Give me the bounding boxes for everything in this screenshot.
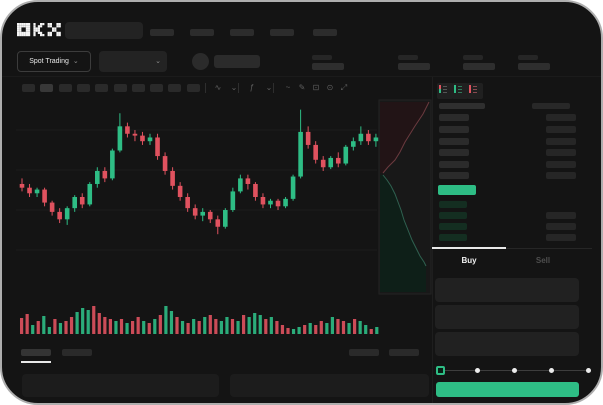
chevron-down-icon[interactable]: ⌄ <box>230 83 238 92</box>
slider-step-dot[interactable] <box>586 368 591 373</box>
timeframe-button[interactable] <box>95 84 109 92</box>
camera-icon[interactable]: ⊡ <box>312 83 320 92</box>
buy-submit-button[interactable] <box>436 382 579 397</box>
book-asks-icon[interactable] <box>467 83 483 99</box>
book-header-amount-placeholder <box>532 103 570 109</box>
slider-step-dot[interactable] <box>549 368 554 373</box>
stat-label-placeholder <box>518 55 538 60</box>
nav-item-placeholder[interactable] <box>270 29 294 36</box>
pencil-icon[interactable]: ✎ <box>298 83 306 92</box>
ask-price-placeholder[interactable] <box>439 138 469 145</box>
bid-amount-placeholder[interactable] <box>546 234 576 241</box>
bottom-tab-placeholder[interactable] <box>21 349 51 356</box>
fullscreen-icon[interactable]: ⤢ <box>340 83 348 92</box>
slider-step-dot[interactable] <box>512 368 517 373</box>
ask-price-placeholder[interactable] <box>439 126 469 133</box>
trade-tabs-divider <box>432 248 592 249</box>
stat-value-placeholder <box>398 63 430 70</box>
timeframe-button[interactable] <box>58 84 72 92</box>
stat-value-placeholder <box>518 63 550 70</box>
timeframe-button[interactable] <box>186 84 200 92</box>
pair-icon <box>192 53 209 70</box>
ask-price-placeholder[interactable] <box>439 172 469 179</box>
slider-step-dot[interactable] <box>475 368 480 373</box>
bottom-tab-placeholder[interactable] <box>62 349 92 356</box>
timeframe-button[interactable] <box>76 84 90 92</box>
stat-label-placeholder <box>398 55 418 60</box>
nav-item-placeholder[interactable] <box>190 29 214 36</box>
stat-label-placeholder <box>312 55 332 60</box>
ask-amount-placeholder[interactable] <box>546 126 576 133</box>
ask-amount-placeholder[interactable] <box>546 161 576 168</box>
slider-handle[interactable] <box>436 366 445 375</box>
settings-icon[interactable]: ⊙ <box>326 83 334 92</box>
ask-amount-placeholder[interactable] <box>546 114 576 121</box>
candlestick-chart[interactable] <box>16 98 434 338</box>
timeframe-button[interactable] <box>131 84 145 92</box>
chevron-down-icon[interactable]: ⌄ <box>265 83 273 92</box>
toolbar-divider <box>205 83 206 93</box>
indicator-icon[interactable]: ƒ <box>249 83 255 92</box>
order-input-field[interactable] <box>435 278 579 302</box>
order-input-field[interactable] <box>435 305 579 329</box>
nav-item-placeholder[interactable] <box>150 29 174 36</box>
timeframe-button[interactable] <box>168 84 182 92</box>
pair-dropdown[interactable]: ⌄ <box>99 51 167 72</box>
bottom-active-tab-underline <box>21 361 51 363</box>
subheader-divider <box>2 76 601 77</box>
book-all-icon[interactable] <box>437 83 453 99</box>
stat-value-placeholder <box>463 63 495 70</box>
overlay-wave-icon[interactable]: ~ <box>285 83 291 92</box>
chevron-down-icon: ⌄ <box>155 58 161 65</box>
timeframe-button[interactable] <box>113 84 127 92</box>
stat-value-placeholder <box>312 63 344 70</box>
book-bids-icon[interactable] <box>452 83 468 99</box>
ask-amount-placeholder[interactable] <box>546 138 576 145</box>
market-type-label: Spot Trading <box>29 58 69 65</box>
book-header-price-placeholder <box>439 103 485 109</box>
bid-price-placeholder[interactable] <box>439 223 467 230</box>
timeframe-button[interactable] <box>40 84 54 92</box>
order-input-field[interactable] <box>435 332 579 356</box>
active-tab-indicator <box>432 247 506 249</box>
bottom-action-placeholder[interactable] <box>349 349 379 356</box>
search-input[interactable] <box>65 22 143 39</box>
bottom-action-placeholder[interactable] <box>389 349 419 356</box>
ask-amount-placeholder[interactable] <box>546 172 576 179</box>
pair-name-placeholder <box>214 55 260 68</box>
buy-tab[interactable]: Buy <box>461 256 477 265</box>
nav-item-placeholder[interactable] <box>313 29 337 36</box>
stat-label-placeholder <box>463 55 483 60</box>
bid-price-placeholder[interactable] <box>439 212 467 219</box>
ask-price-placeholder[interactable] <box>439 114 469 121</box>
panel-divider <box>432 77 433 403</box>
timeframe-button[interactable] <box>22 84 35 92</box>
last-price-indicator[interactable] <box>438 185 476 195</box>
bid-amount-placeholder[interactable] <box>546 212 576 219</box>
ask-price-placeholder[interactable] <box>439 149 469 156</box>
timeframe-button[interactable] <box>150 84 164 92</box>
market-type-button[interactable]: Spot Trading ⌄ <box>17 51 91 72</box>
ask-price-placeholder[interactable] <box>439 161 469 168</box>
toolbar-divider <box>238 83 239 93</box>
nav-item-placeholder[interactable] <box>230 29 254 36</box>
bottom-content-panel <box>230 374 429 397</box>
bid-price-placeholder[interactable] <box>439 234 467 241</box>
chevron-down-icon: ⌄ <box>72 58 79 65</box>
bottom-content-panel <box>22 374 219 397</box>
sell-tab[interactable]: Sell <box>535 256 551 265</box>
toolbar-divider <box>273 83 274 93</box>
ask-amount-placeholder[interactable] <box>546 149 576 156</box>
bid-amount-placeholder[interactable] <box>546 223 576 230</box>
bid-price-placeholder[interactable] <box>439 201 467 208</box>
wave-icon[interactable]: ∿ <box>214 83 222 92</box>
okx-logo <box>17 23 63 37</box>
